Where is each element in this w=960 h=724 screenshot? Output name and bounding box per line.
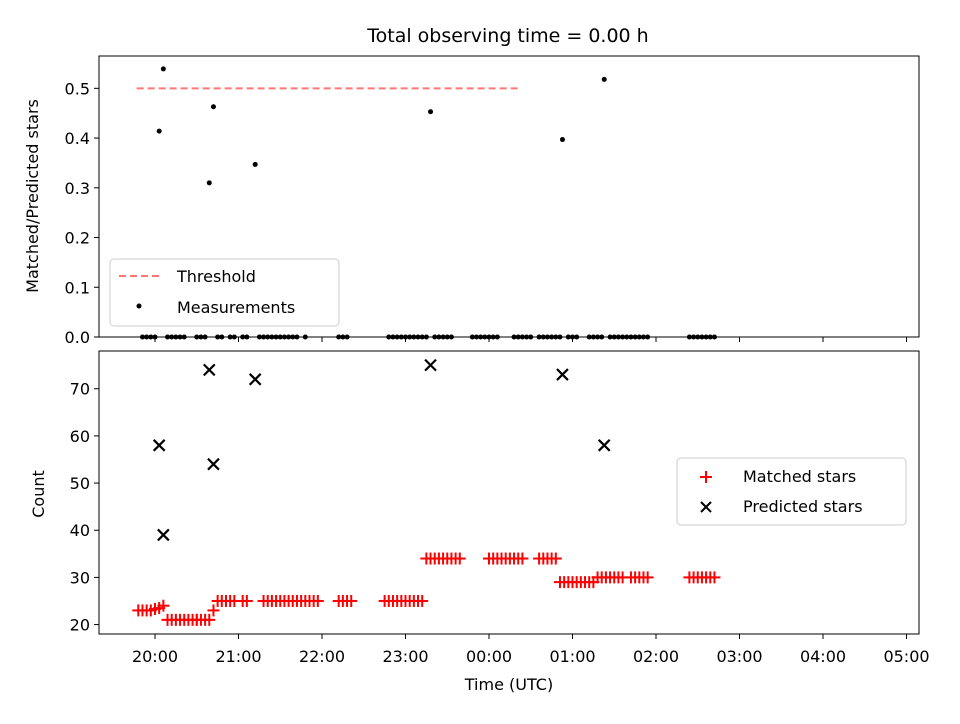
ratio-legend: Threshold Measurements xyxy=(109,258,340,327)
x-tick-label: 20:00 xyxy=(132,647,178,666)
counts-y-tick-label: 40 xyxy=(70,521,90,540)
ratio-y-tick-label: 0.3 xyxy=(65,179,90,198)
measurement-point xyxy=(160,66,166,72)
matched-star-point xyxy=(549,552,562,565)
matched-star-point xyxy=(311,594,324,607)
measurement-point xyxy=(156,128,162,134)
matched-star-point xyxy=(416,594,429,607)
measurement-point xyxy=(206,180,212,186)
predicted-star-point xyxy=(207,457,220,471)
legend-predicted-stars-label: Predicted stars xyxy=(743,497,863,516)
ratio-y-ticks: 0.0 0.1 0.2 0.3 0.4 0.5 xyxy=(65,79,99,347)
matched-star-point xyxy=(157,599,170,612)
predicted-star-point xyxy=(248,373,262,386)
x-tick-label: 02:00 xyxy=(633,647,679,666)
predicted-star-point xyxy=(597,439,611,452)
predicted-star-point xyxy=(157,528,170,542)
ratio-y-tick-label: 0.4 xyxy=(65,129,90,148)
counts-x-ticks: 20:00 21:00 22:00 23:00 00:00 01:00 02:00 03:00… xyxy=(132,634,930,666)
x-tick-label: 03:00 xyxy=(716,647,762,666)
ratio-legend-box xyxy=(109,258,340,327)
counts-plot-area xyxy=(132,358,721,626)
ratio-y-tick-label: 0.0 xyxy=(65,328,90,347)
ratio-y-tick-label: 0.5 xyxy=(65,79,90,98)
counts-y-tick-label: 20 xyxy=(70,616,90,635)
matched-star-point xyxy=(708,571,721,584)
x-axis-label: Time (UTC) xyxy=(464,675,553,694)
ratio-x-ticks xyxy=(154,337,907,342)
legend-measurements-label: Measurements xyxy=(177,298,295,317)
measurement-point xyxy=(601,76,607,82)
counts-panel: Count Time (UTC) 20 30 40 50 60 70 20:00 21:00… xyxy=(29,350,930,694)
measurement-point xyxy=(210,104,216,110)
ratio-panel: Total observing time = 0.00 h Matched/Pr… xyxy=(23,25,920,347)
x-tick-label: 00:00 xyxy=(466,647,512,666)
counts-y-tick-label: 70 xyxy=(70,380,90,399)
matched-star-point xyxy=(516,552,529,565)
predicted-stars-legend-swatch xyxy=(700,501,712,513)
x-tick-label: 01:00 xyxy=(549,647,595,666)
legend-matched-stars-label: Matched stars xyxy=(743,467,856,486)
predicted-star-point xyxy=(202,363,216,377)
measurement-point xyxy=(559,137,565,143)
matched-star-point xyxy=(453,552,466,565)
counts-axes-frame xyxy=(98,350,920,635)
ratio-y-tick-label: 0.2 xyxy=(65,229,90,248)
counts-y-tick-label: 30 xyxy=(70,568,90,587)
measurements-legend-swatch xyxy=(136,303,142,309)
counts-y-axis-label: Count xyxy=(29,470,48,518)
measurement-point xyxy=(252,161,258,167)
ratio-axes-frame xyxy=(98,55,920,338)
counts-legend: Matched stars Predicted stars xyxy=(676,457,907,526)
matched-star-point xyxy=(345,594,358,607)
counts-y-ticks: 20 30 40 50 60 70 xyxy=(70,380,99,635)
counts-legend-box xyxy=(676,457,907,526)
x-tick-label: 23:00 xyxy=(382,647,428,666)
counts-y-tick-label: 60 xyxy=(70,427,90,446)
x-tick-label: 05:00 xyxy=(883,647,929,666)
predicted-star-point xyxy=(424,358,437,372)
ratio-y-axis-label: Matched/Predicted stars xyxy=(23,99,42,293)
matched-stars-legend-swatch xyxy=(700,471,712,483)
predicted-star-point xyxy=(556,368,569,381)
x-tick-label: 04:00 xyxy=(800,647,846,666)
matched-star-point xyxy=(641,571,654,584)
counts-y-tick-label: 50 xyxy=(70,474,90,493)
x-tick-label: 22:00 xyxy=(299,647,345,666)
x-tick-label: 21:00 xyxy=(215,647,261,666)
legend-threshold-label: Threshold xyxy=(176,267,256,286)
chart-title: Total observing time = 0.00 h xyxy=(366,25,648,47)
matched-star-point xyxy=(207,604,220,617)
predicted-star-point xyxy=(152,439,166,452)
measurement-point xyxy=(428,109,434,115)
matched-star-point xyxy=(203,613,216,626)
matched-star-point xyxy=(240,594,253,607)
ratio-y-tick-label: 0.1 xyxy=(65,278,90,297)
